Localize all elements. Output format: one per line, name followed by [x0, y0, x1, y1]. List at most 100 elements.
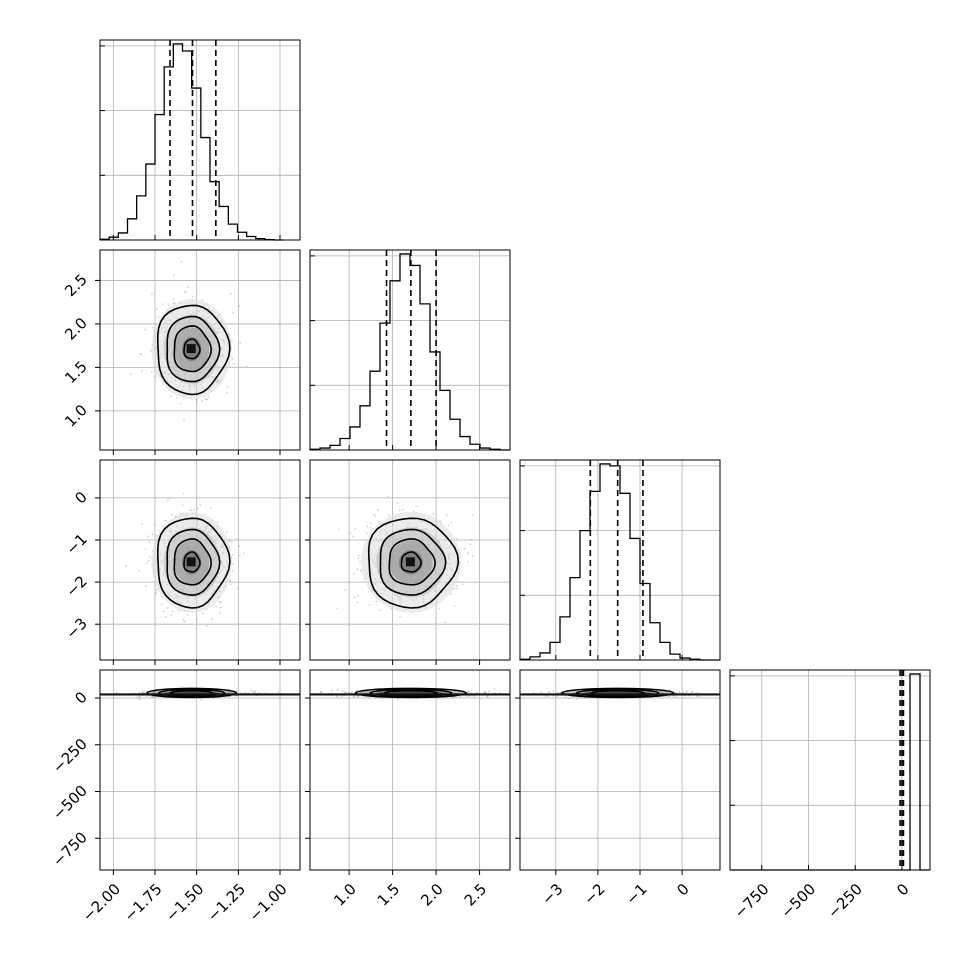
contour-line	[157, 517, 231, 609]
sample-point	[181, 504, 184, 506]
histogram-p3	[519, 463, 720, 661]
sample-point	[682, 691, 684, 694]
sample-point	[472, 555, 474, 558]
sample-point	[195, 399, 198, 401]
sample-point	[238, 305, 241, 307]
sample-point	[337, 528, 340, 531]
joint-content	[100, 460, 300, 660]
density-peak	[186, 344, 196, 354]
sample-point	[142, 691, 145, 694]
y-tick-label: −1	[62, 530, 90, 558]
sample-point	[155, 534, 158, 537]
x-tick-label: 2.5	[461, 880, 491, 910]
sample-point	[235, 695, 237, 697]
sample-point	[150, 371, 153, 374]
sample-point	[467, 552, 469, 555]
sample-point	[204, 398, 207, 401]
sample-point	[465, 695, 468, 697]
sample-point	[467, 691, 470, 693]
sample-point	[186, 614, 189, 616]
y-tick-label: 1.0	[61, 401, 91, 431]
sample-point	[357, 696, 359, 698]
sample-point	[344, 691, 346, 694]
sample-point	[412, 510, 415, 513]
sample-point	[402, 508, 404, 511]
sample-point	[471, 514, 474, 516]
contour-line	[183, 551, 201, 573]
sample-point	[161, 525, 164, 527]
sample-point	[155, 591, 158, 594]
sample-point	[343, 691, 346, 694]
sample-point	[398, 509, 401, 512]
sample-point	[320, 691, 323, 693]
marginal-panel-p3	[519, 459, 721, 661]
sample-point	[396, 698, 399, 701]
sample-point	[147, 559, 150, 562]
sample-point	[468, 691, 470, 693]
sample-point	[218, 600, 221, 603]
sample-point	[231, 358, 234, 360]
sample-point	[212, 697, 214, 700]
marginal-panel-p2	[309, 249, 511, 451]
sample-point	[345, 691, 347, 694]
sample-point	[369, 522, 372, 525]
sample-point	[459, 696, 462, 698]
panel-frame	[519, 669, 721, 871]
sample-point	[357, 695, 359, 698]
y-tick-label: −750	[49, 828, 91, 870]
sample-point	[236, 538, 239, 540]
density-peak	[186, 557, 196, 567]
sample-point	[336, 607, 339, 610]
sample-point	[455, 587, 458, 590]
sample-point	[436, 697, 439, 700]
sample-point	[698, 695, 700, 697]
sample-point	[388, 514, 390, 516]
sample-point	[351, 690, 354, 693]
panel-frame	[729, 669, 931, 871]
sample-point	[473, 696, 476, 698]
histogram-p1	[99, 43, 284, 241]
sample-point	[145, 695, 148, 697]
sample-point	[691, 690, 694, 693]
sample-point	[193, 509, 196, 511]
sample-point	[140, 353, 142, 356]
sample-point	[147, 535, 150, 538]
sample-point	[210, 618, 213, 620]
contour-line	[379, 528, 447, 596]
sample-point	[202, 612, 204, 615]
sample-point	[678, 690, 681, 693]
sample-point	[514, 690, 516, 692]
sample-point	[486, 696, 489, 699]
x-tick-label: −3	[538, 880, 566, 908]
sample-point	[674, 696, 677, 698]
sample-point	[232, 311, 235, 314]
sample-point	[238, 545, 241, 548]
contour-line	[173, 325, 213, 373]
sample-point	[486, 695, 489, 697]
sample-point	[320, 691, 322, 693]
sample-point	[144, 328, 147, 331]
sample-point	[226, 386, 229, 388]
sample-point	[387, 495, 389, 498]
sample-point	[206, 398, 209, 401]
contour-line	[157, 304, 231, 396]
x-tick-label: −1.25	[204, 880, 249, 925]
sample-point	[341, 690, 344, 693]
sample-point	[150, 696, 153, 698]
contour-line	[166, 528, 221, 596]
sample-point	[238, 554, 241, 557]
sample-point	[152, 329, 155, 332]
sample-point	[232, 569, 234, 572]
sample-point	[552, 690, 555, 692]
sample-point	[197, 507, 200, 510]
joint-panel-p2-p4	[305, 669, 516, 875]
sample-point	[696, 695, 698, 697]
panel-frame	[309, 669, 511, 871]
sample-point	[179, 402, 182, 405]
sample-point	[154, 593, 157, 596]
contour-line	[166, 315, 221, 383]
sample-point	[236, 587, 239, 590]
sample-point	[374, 515, 377, 518]
sample-point	[138, 570, 141, 572]
